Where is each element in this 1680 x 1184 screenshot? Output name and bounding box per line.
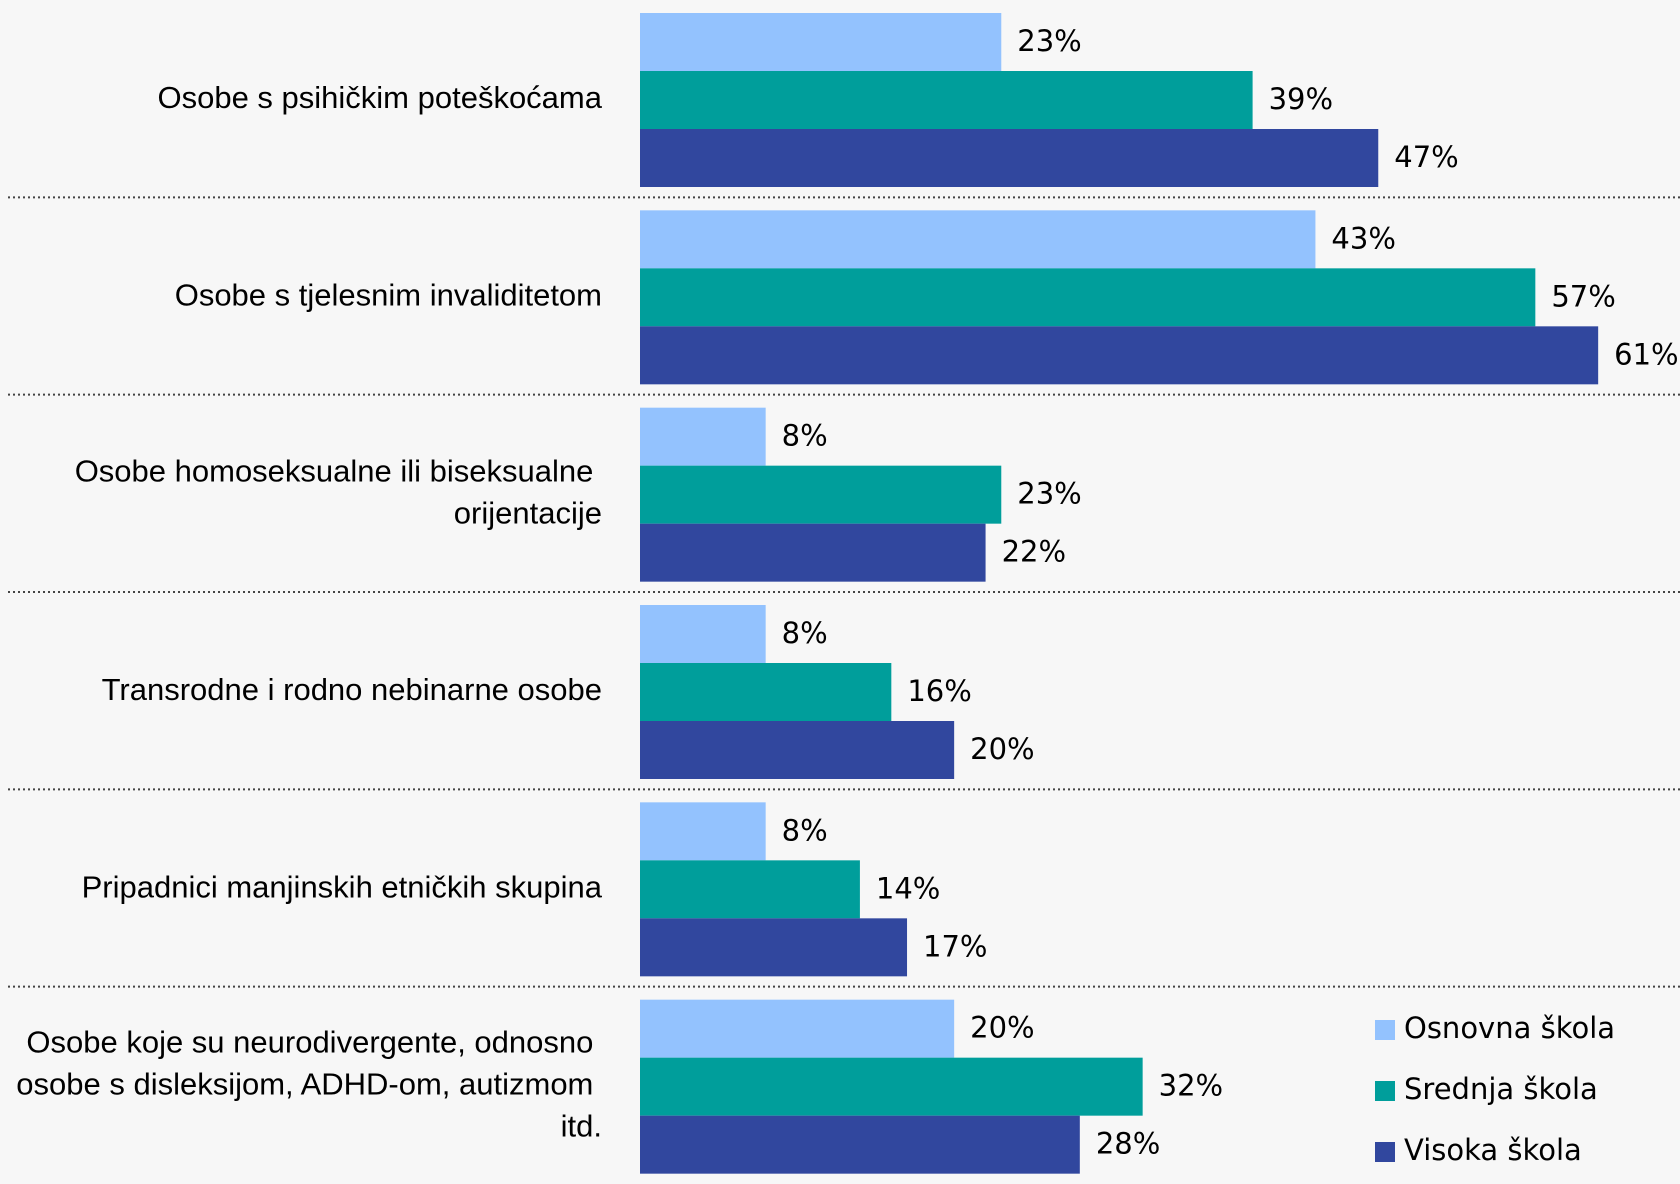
value-label: 32% bbox=[1159, 1069, 1223, 1103]
value-label: 23% bbox=[1017, 477, 1081, 511]
value-label: 28% bbox=[1096, 1127, 1160, 1161]
category-label: Osobe s tjelesnim invaliditetom bbox=[175, 278, 602, 313]
value-label: 8% bbox=[782, 616, 828, 650]
value-label: 20% bbox=[970, 1011, 1034, 1045]
bar bbox=[640, 1115, 1080, 1174]
bar bbox=[640, 268, 1536, 327]
bar bbox=[640, 210, 1316, 269]
bar bbox=[640, 326, 1599, 385]
bar bbox=[640, 860, 860, 919]
value-label: 23% bbox=[1017, 24, 1081, 58]
value-label: 16% bbox=[907, 674, 971, 708]
legend-label: Srednja škola bbox=[1404, 1072, 1598, 1106]
category-label: Transrodne i rodno nebinarne osobe bbox=[102, 672, 602, 707]
bar bbox=[640, 523, 986, 582]
category-label: Osobe s psihičkim poteškoćama bbox=[157, 80, 602, 115]
value-label: 8% bbox=[782, 419, 828, 453]
category-label: Osobe koje su neurodivergente, odnosno o… bbox=[16, 1025, 602, 1144]
legend-label: Osnovna škola bbox=[1404, 1011, 1615, 1045]
bar bbox=[640, 129, 1379, 187]
bar bbox=[640, 918, 908, 977]
bar bbox=[640, 663, 892, 721]
legend-swatch bbox=[1375, 1020, 1395, 1040]
legend-label: Visoka škola bbox=[1404, 1133, 1582, 1167]
category-label: Pripadnici manjinskih etničkih skupina bbox=[82, 870, 603, 905]
value-label: 17% bbox=[923, 929, 987, 963]
bar bbox=[640, 802, 766, 861]
category-label: Osobe homoseksualne ili biseksualne orij… bbox=[75, 454, 602, 531]
bar bbox=[640, 71, 1253, 129]
bar bbox=[640, 721, 955, 779]
bar bbox=[640, 465, 1002, 524]
value-label: 22% bbox=[1002, 535, 1066, 569]
bar bbox=[640, 1057, 1143, 1116]
value-label: 39% bbox=[1269, 82, 1333, 116]
value-label: 57% bbox=[1551, 279, 1615, 313]
value-label: 43% bbox=[1331, 221, 1395, 255]
legend-swatch bbox=[1375, 1142, 1395, 1162]
value-label: 14% bbox=[876, 871, 940, 905]
value-label: 61% bbox=[1614, 337, 1678, 371]
value-label: 8% bbox=[782, 813, 828, 847]
value-label: 20% bbox=[970, 732, 1034, 766]
bar bbox=[640, 605, 766, 663]
bar bbox=[640, 13, 1002, 71]
value-label: 47% bbox=[1394, 140, 1458, 174]
bar bbox=[640, 407, 766, 466]
bar bbox=[640, 999, 955, 1058]
legend-swatch bbox=[1375, 1081, 1395, 1101]
